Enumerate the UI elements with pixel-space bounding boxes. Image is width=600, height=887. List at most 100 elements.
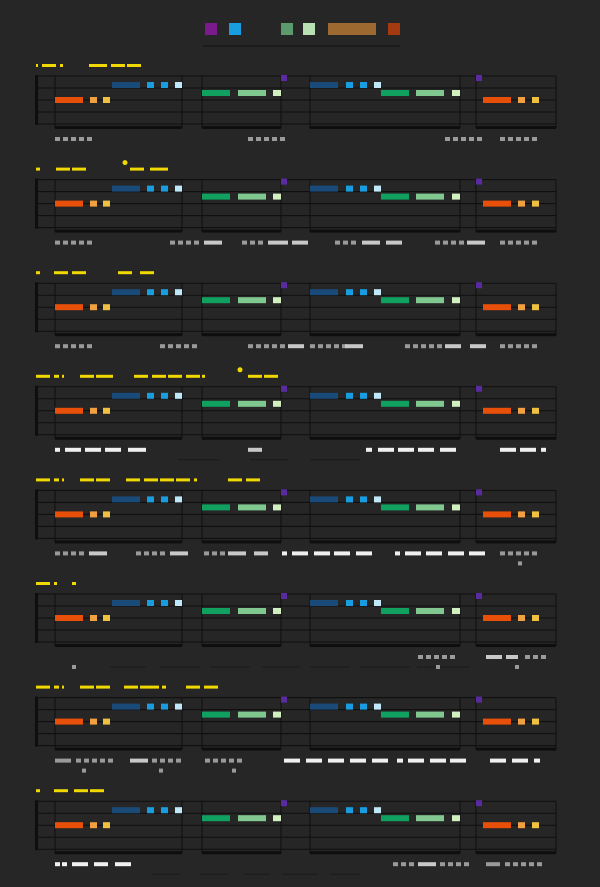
lyric-mark — [150, 167, 164, 171]
lower-mark — [518, 561, 522, 566]
bottom-mark — [63, 137, 68, 141]
note — [281, 385, 287, 392]
note — [55, 97, 83, 103]
note — [452, 815, 460, 822]
lyric-mark — [127, 64, 141, 67]
bottom-mark — [250, 240, 255, 245]
lyric-mark — [36, 374, 50, 378]
note — [518, 615, 525, 621]
note — [483, 97, 511, 103]
note — [476, 593, 482, 599]
measure-underline — [55, 644, 182, 647]
bottom-mark — [328, 758, 344, 763]
bottom-mark — [55, 240, 60, 245]
lyric-mark — [154, 685, 159, 689]
bottom-mark — [79, 240, 84, 245]
bottom-mark — [292, 240, 308, 245]
note — [416, 504, 444, 511]
legend-swatch-rust — [388, 23, 400, 35]
lyric-mark — [62, 478, 64, 482]
system-4 — [35, 367, 557, 461]
bottom-mark — [456, 862, 461, 867]
system-3 — [35, 271, 557, 349]
lyric-mark — [54, 374, 59, 378]
note — [346, 392, 353, 399]
bottom-mark — [168, 344, 173, 349]
bottom-mark — [440, 447, 456, 452]
measure-underline — [310, 540, 460, 544]
bottom-mark — [409, 862, 414, 867]
measure-underline — [55, 126, 182, 129]
bottom-mark — [62, 862, 67, 867]
bottom-mark — [87, 240, 92, 245]
note — [416, 297, 444, 304]
bottom-mark — [242, 240, 247, 245]
lyric-mark — [140, 271, 154, 275]
note — [346, 289, 353, 296]
lower-mark — [232, 768, 236, 773]
note — [374, 185, 381, 192]
note — [147, 600, 154, 606]
bottom-mark — [500, 240, 505, 245]
bottom-mark — [435, 240, 440, 245]
note — [532, 407, 539, 414]
bottom-mark — [85, 447, 101, 452]
lyric-mark — [54, 478, 59, 482]
bottom-mark — [335, 240, 340, 245]
lyric-mark — [118, 271, 132, 275]
note — [483, 200, 511, 207]
note — [374, 600, 381, 606]
lower-mark — [159, 768, 163, 773]
note — [161, 185, 168, 192]
bottom-mark — [92, 758, 97, 763]
measure-underline — [476, 333, 556, 337]
system-5 — [35, 478, 557, 566]
bottom-mark — [516, 240, 521, 245]
note — [90, 511, 97, 518]
lyric-mark — [54, 789, 68, 793]
bottom-mark — [521, 862, 526, 867]
measure-underline — [310, 747, 460, 751]
bottom-mark — [212, 551, 217, 556]
note — [281, 696, 287, 703]
note — [273, 193, 281, 200]
measure-underline — [202, 333, 281, 337]
bottom-mark — [248, 344, 253, 349]
note — [175, 392, 182, 399]
legend — [203, 23, 400, 47]
bottom-mark — [288, 344, 304, 349]
bottom-mark — [136, 551, 141, 556]
note — [238, 193, 266, 200]
measure-underline — [310, 229, 460, 233]
note — [416, 608, 444, 614]
note — [55, 718, 83, 725]
bottom-mark — [100, 758, 105, 763]
bottom-mark — [486, 655, 502, 659]
bottom-mark — [115, 862, 131, 867]
lyric-mark — [248, 374, 262, 378]
bottom-mark — [55, 758, 71, 763]
note — [381, 400, 409, 407]
note — [346, 82, 353, 88]
note — [90, 822, 97, 829]
bottom-mark — [451, 240, 456, 245]
bottom-mark — [160, 344, 165, 349]
system-bracket — [35, 385, 38, 436]
note — [532, 822, 539, 829]
note — [360, 185, 367, 192]
bottom-mark — [292, 551, 308, 556]
measure-underline — [55, 540, 182, 544]
bottom-mark — [334, 551, 350, 556]
lyric-mark — [176, 478, 190, 482]
lyric-mark — [96, 685, 110, 689]
note — [374, 82, 381, 88]
note — [416, 815, 444, 822]
measure-underline — [55, 333, 182, 337]
note — [175, 600, 182, 606]
lyric-mark — [204, 685, 218, 689]
bottom-mark — [524, 137, 529, 141]
note — [518, 304, 525, 311]
bottom-mark — [401, 862, 406, 867]
lyric-mark — [140, 685, 154, 689]
bottom-mark — [537, 862, 542, 867]
